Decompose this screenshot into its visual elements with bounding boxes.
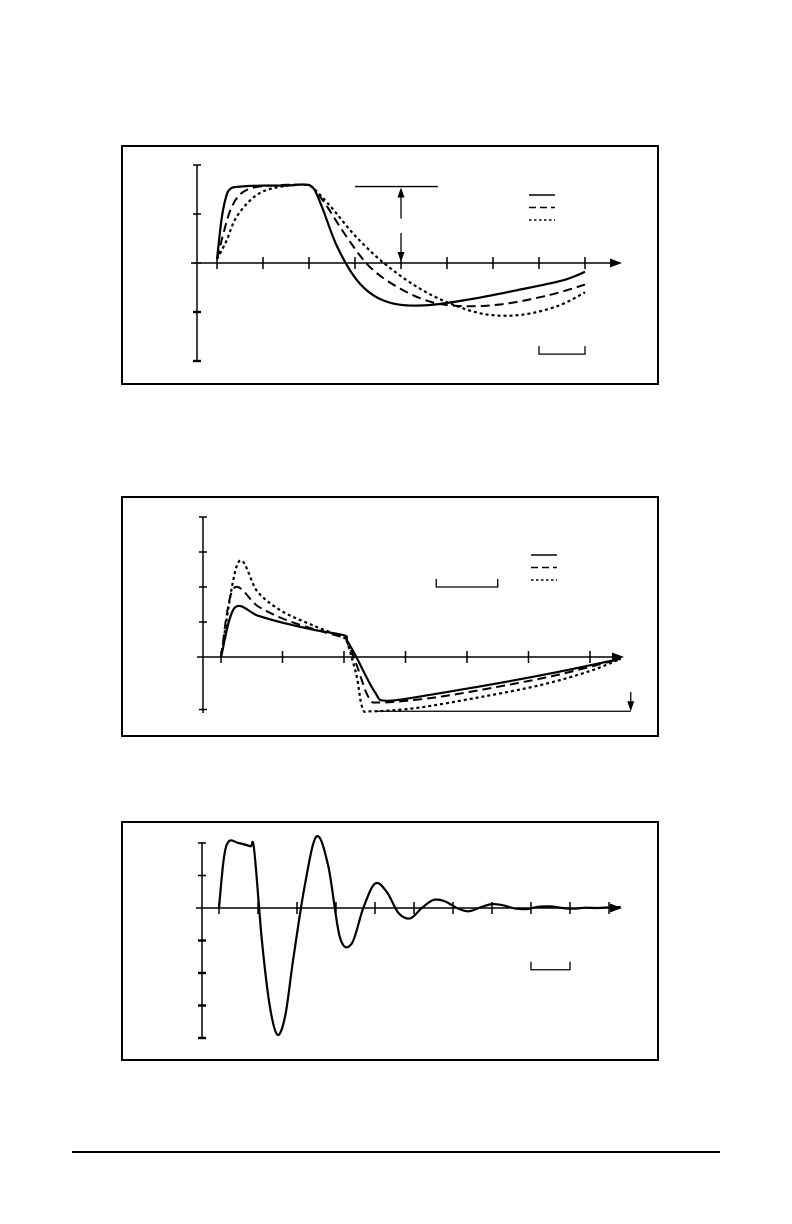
chart-2-series-solid	[219, 604, 622, 702]
chart-2-scale-bar	[435, 579, 499, 588]
chart-1-frame	[121, 145, 659, 385]
chart-2-series-dotted	[219, 559, 622, 713]
chart-1-x-axis-arrowhead	[610, 258, 622, 268]
chart-1-series-dotted	[216, 183, 586, 317]
footer-rule	[72, 1151, 720, 1153]
chart-3-series-solid	[217, 835, 621, 1037]
chart-2-series-dashed	[220, 585, 622, 704]
chart-1-series-solid	[215, 183, 586, 307]
chart-2-arrowhead-down	[627, 701, 635, 712]
chart-1-arrowhead-up	[397, 187, 405, 198]
chart-3-frame	[121, 821, 659, 1061]
chart-1-arrowhead-down	[397, 252, 405, 262]
chart-2-frame	[121, 496, 659, 737]
chart-1-scale-bar	[538, 346, 586, 355]
chart-3-scale-bar	[530, 961, 571, 971]
chart-1-series-dashed	[216, 183, 586, 308]
